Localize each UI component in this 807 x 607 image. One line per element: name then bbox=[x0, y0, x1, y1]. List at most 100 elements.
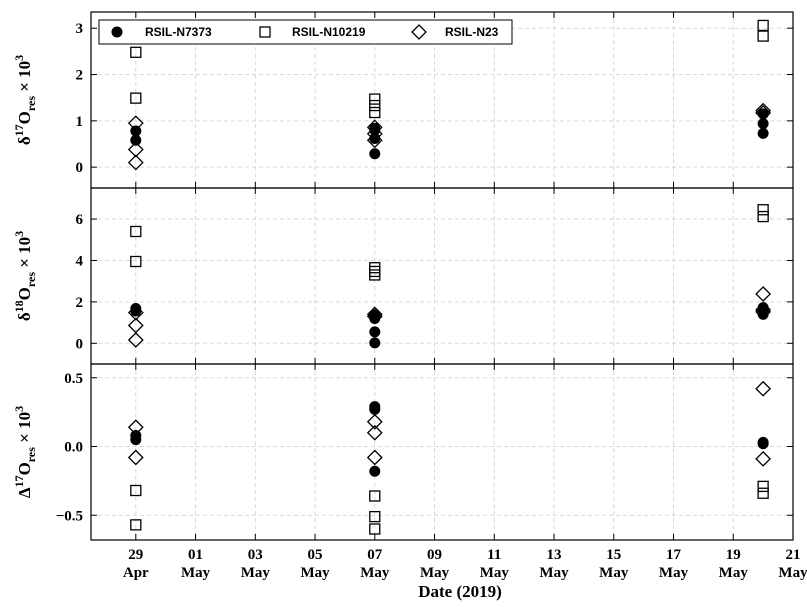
x-tick-label: May bbox=[300, 565, 330, 581]
panel-1: 0 1 2 3 δ17Ores × 103 bbox=[12, 11, 794, 189]
x-axis-label: Date (2019) bbox=[418, 582, 502, 601]
data-point bbox=[755, 301, 772, 318]
x-tick-label: May bbox=[539, 565, 569, 581]
data-point bbox=[369, 93, 381, 105]
y-tick-label: 6 bbox=[76, 212, 84, 228]
x-tick-label: 09 bbox=[427, 547, 442, 563]
data-point bbox=[130, 225, 142, 238]
data-point bbox=[130, 434, 142, 446]
y-tick-label: 0.5 bbox=[64, 371, 83, 387]
series-rsil-n7373 bbox=[130, 108, 769, 160]
x-tick-label: 17 bbox=[666, 547, 682, 563]
data-point bbox=[369, 490, 381, 502]
data-point bbox=[757, 487, 769, 499]
x-tick-label: May bbox=[659, 565, 689, 581]
data-point bbox=[366, 306, 383, 323]
y-tick-label: 1 bbox=[76, 114, 84, 130]
y-tick-label: 4 bbox=[76, 253, 84, 269]
data-point bbox=[757, 108, 769, 120]
data-point bbox=[130, 46, 142, 58]
series-rsil-n23 bbox=[127, 380, 772, 467]
data-point bbox=[757, 127, 769, 139]
legend: RSIL-N7373 RSIL-N10219 RSIL-N23 bbox=[98, 19, 513, 45]
series-rsil-n7373 bbox=[130, 302, 769, 349]
data-point bbox=[369, 465, 381, 477]
data-point bbox=[757, 19, 769, 32]
data-point bbox=[757, 30, 769, 42]
data-point bbox=[366, 308, 383, 325]
y-tick-label: 3 bbox=[76, 21, 84, 37]
data-point bbox=[757, 438, 769, 450]
data-point bbox=[757, 210, 769, 223]
series-rsil-n7373 bbox=[130, 401, 769, 477]
data-point bbox=[757, 204, 769, 216]
x-tick-label: May bbox=[480, 565, 510, 581]
x-tick-label: 01 bbox=[188, 547, 203, 563]
x-tick-label: 13 bbox=[547, 547, 562, 563]
data-point bbox=[755, 105, 772, 121]
x-tick-label: May bbox=[719, 565, 749, 581]
data-point bbox=[369, 523, 381, 535]
data-point bbox=[369, 337, 381, 349]
legend-entry: RSIL-N10219 bbox=[292, 25, 366, 39]
x-tick-label: May bbox=[241, 565, 271, 581]
data-point bbox=[130, 134, 142, 146]
y-axis-label: Δ17Ores × 103 bbox=[12, 406, 38, 498]
data-point bbox=[755, 102, 772, 119]
data-point bbox=[130, 519, 142, 531]
data-point bbox=[366, 132, 383, 149]
data-point bbox=[369, 269, 381, 281]
data-point bbox=[755, 303, 772, 320]
series-rsil-n23 bbox=[127, 286, 772, 348]
x-tick-label: Apr bbox=[123, 565, 149, 581]
data-point bbox=[369, 326, 381, 338]
data-point bbox=[369, 122, 381, 134]
data-point bbox=[127, 304, 144, 321]
data-point bbox=[127, 115, 144, 132]
legend-marker bbox=[411, 24, 427, 40]
data-point bbox=[366, 119, 383, 136]
legend-marker bbox=[111, 26, 123, 38]
data-point bbox=[369, 99, 381, 112]
data-point bbox=[755, 286, 772, 302]
y-axis-label: δ18Ores × 103 bbox=[12, 231, 38, 321]
x-tick-label: May bbox=[420, 565, 450, 581]
data-point bbox=[127, 419, 144, 436]
x-tick-label: 11 bbox=[487, 547, 501, 563]
x-tick-label: 19 bbox=[726, 547, 741, 563]
series-rsil-n10219 bbox=[130, 204, 769, 281]
series-rsil-n10219 bbox=[130, 19, 769, 119]
data-point bbox=[369, 510, 381, 523]
series-rsil-n10219 bbox=[130, 480, 769, 535]
data-point bbox=[755, 380, 772, 397]
data-point bbox=[130, 255, 142, 268]
data-point bbox=[130, 484, 142, 497]
data-point bbox=[127, 332, 144, 348]
data-point bbox=[757, 308, 769, 320]
data-point bbox=[127, 154, 144, 171]
data-point bbox=[366, 424, 383, 441]
data-point bbox=[369, 403, 381, 415]
x-tick-label: May bbox=[181, 565, 211, 581]
data-point bbox=[755, 450, 772, 467]
panel-2: 0 2 4 6 δ18Ores × 103 bbox=[12, 187, 794, 365]
x-tick-label: 07 bbox=[367, 547, 383, 563]
x-tick-label: May bbox=[599, 565, 629, 581]
x-tick-label: 29 bbox=[128, 547, 143, 563]
data-point bbox=[130, 305, 142, 317]
legend-entry: RSIL-N23 bbox=[445, 25, 499, 39]
data-point bbox=[366, 125, 383, 142]
data-point bbox=[127, 449, 144, 466]
series-rsil-n23 bbox=[127, 102, 772, 171]
data-point bbox=[369, 148, 381, 160]
legend-entry: RSIL-N7373 bbox=[145, 25, 212, 39]
y-axis-label: δ17Ores × 103 bbox=[12, 55, 38, 145]
y-tick-label: 2 bbox=[76, 68, 84, 84]
data-point bbox=[127, 141, 144, 158]
x-tick-label: 03 bbox=[248, 547, 263, 563]
x-tick-label: 05 bbox=[308, 547, 323, 563]
data-point bbox=[369, 106, 381, 119]
y-tick-label: 0.0 bbox=[64, 440, 83, 456]
